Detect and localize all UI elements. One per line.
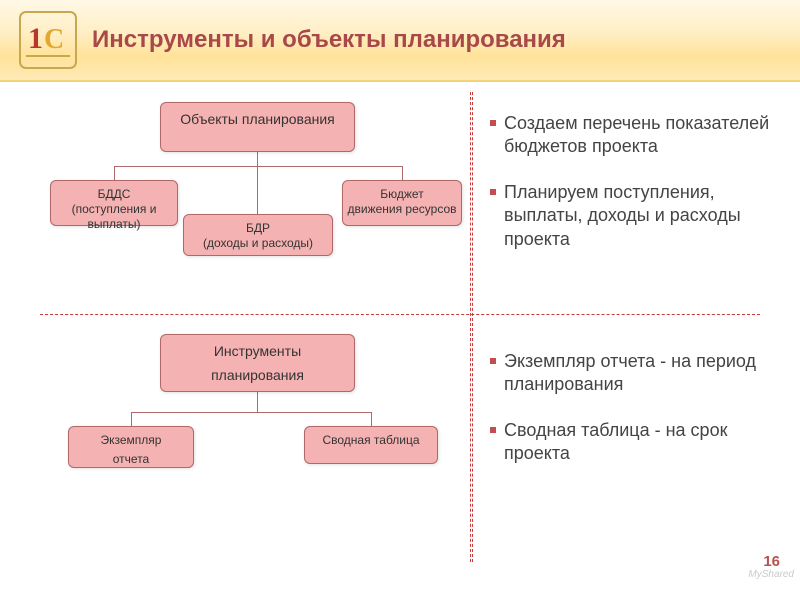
connector bbox=[402, 166, 403, 180]
divider-horizontal bbox=[40, 314, 760, 315]
node-label: БДДС bbox=[98, 187, 131, 202]
bullet-list-bottom: Экземпляр отчета - на период планировани… bbox=[490, 350, 780, 488]
node-svt: Сводная таблица bbox=[304, 426, 438, 464]
connector bbox=[131, 412, 132, 426]
diagram-tools: Инструменты планирования Экземпляр отчета… bbox=[50, 334, 450, 504]
node-label: планирования bbox=[211, 367, 304, 385]
connector bbox=[114, 166, 115, 180]
connector bbox=[114, 166, 402, 167]
svg-text:1: 1 bbox=[28, 22, 43, 55]
connector bbox=[257, 166, 258, 214]
node-label: Инструменты bbox=[214, 343, 301, 361]
node-label: Бюджет bbox=[380, 187, 423, 202]
node-label: Сводная таблица bbox=[322, 433, 419, 448]
diagram-objects: Объекты планирования БДДС(поступления ив… bbox=[50, 102, 450, 292]
node-objects-root: Объекты планирования bbox=[160, 102, 355, 152]
slide-title: Инструменты и объекты планирования bbox=[92, 26, 566, 54]
node-label: (доходы и расходы) bbox=[203, 236, 313, 251]
slide-header: 1 C Инструменты и объекты планирования bbox=[0, 0, 800, 82]
node-bdds: БДДС(поступления ивыплаты) bbox=[50, 180, 178, 226]
node-ekz: Экземпляр отчета bbox=[68, 426, 194, 468]
connector bbox=[257, 152, 258, 166]
svg-text:C: C bbox=[44, 24, 64, 55]
node-label: БДР bbox=[246, 221, 270, 236]
divider-vertical bbox=[470, 92, 471, 562]
node-bdr: БДР(доходы и расходы) bbox=[183, 214, 333, 256]
bullet-item: Экземпляр отчета - на период планировани… bbox=[490, 350, 780, 397]
bullet-list-top: Создаем перечень показателей бюджетов пр… bbox=[490, 112, 780, 273]
connector bbox=[257, 392, 258, 412]
slide-content: Объекты планирования БДДС(поступления ив… bbox=[0, 82, 800, 582]
node-label: Экземпляр bbox=[101, 433, 162, 448]
node-label: движения ресурсов bbox=[347, 202, 456, 217]
node-brr: Бюджетдвижения ресурсов bbox=[342, 180, 462, 226]
bullet-item: Создаем перечень показателей бюджетов пр… bbox=[490, 112, 780, 159]
logo-1c-icon: 1 C bbox=[18, 10, 78, 70]
node-label: Объекты планирования bbox=[180, 111, 335, 129]
node-tools-root: Инструменты планирования bbox=[160, 334, 355, 392]
divider-vertical-2 bbox=[472, 92, 473, 562]
node-label: выплаты) bbox=[87, 217, 140, 232]
connector bbox=[131, 412, 371, 413]
bullet-item: Сводная таблица - на срок проекта bbox=[490, 419, 780, 466]
connector bbox=[371, 412, 372, 426]
page-number: 16 bbox=[763, 553, 780, 570]
node-label: отчета bbox=[113, 452, 149, 467]
watermark: MyShared bbox=[748, 569, 794, 580]
bullet-item: Планируем поступления, выплаты, доходы и… bbox=[490, 181, 780, 251]
node-label: (поступления и bbox=[72, 202, 157, 217]
